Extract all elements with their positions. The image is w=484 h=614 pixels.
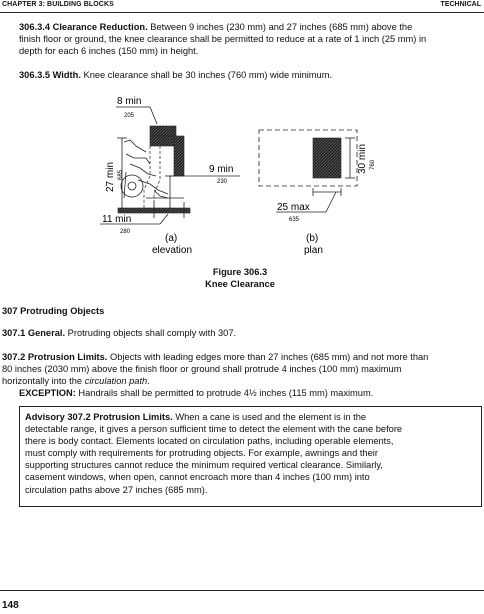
- exception-title: EXCEPTION:: [19, 388, 76, 398]
- section-307-heading: 307 Protruding Objects: [2, 306, 105, 316]
- circulation-path-term: circulation path: [84, 376, 148, 386]
- section-307-2-text-1: Objects with leading edges more than 27 …: [107, 352, 429, 362]
- section-307-1-title: 307.1 General.: [2, 328, 66, 338]
- advisory-line-5: supporting structures cannot reduce the …: [25, 460, 383, 471]
- figure-caption: Figure 306.3 Knee Clearance: [140, 266, 340, 290]
- advisory-line-6: casement windows, when open, cannot encr…: [25, 472, 370, 483]
- plan-drawing: 30 min 760 25 max 635 (b) plan: [258, 129, 376, 256]
- elevation-side-sub: 685: [118, 169, 124, 180]
- section-306-3-4-text-1: Between 9 inches (230 mm) and 27 inches …: [147, 22, 413, 32]
- plan-bottom-label: 25 max: [277, 202, 310, 213]
- plan-caption: plan: [304, 245, 323, 256]
- plan-letter: (b): [306, 233, 318, 244]
- page-header: CHAPTER 3: BUILDING BLOCKS TECHNICAL: [0, 0, 484, 13]
- elevation-letter: (a): [165, 233, 177, 244]
- advisory-line-4: must comply with requirements for protru…: [25, 448, 378, 459]
- table-apron: [173, 135, 185, 177]
- table-top-section: [149, 125, 177, 137]
- advisory-box: Advisory 307.2 Protrusion Limits. When a…: [19, 406, 482, 507]
- knee-clearance-figure: 8 min 205 27 min 685: [100, 96, 376, 256]
- plan-bottom-sub: 635: [289, 217, 300, 223]
- page-number: 148: [2, 600, 19, 611]
- table-outline: [258, 129, 358, 187]
- exception-text: Handrails shall be permitted to protrude…: [75, 388, 374, 398]
- elevation-drawing: 8 min 205 27 min 685: [100, 96, 240, 256]
- section-306-3-4-title: 306.3.4 Clearance Reduction.: [19, 22, 148, 32]
- section-307-2-text-3-end: .: [147, 376, 150, 386]
- elevation-top-label: 8 min: [117, 96, 141, 107]
- chapter-title: CHAPTER 3: BUILDING BLOCKS: [2, 1, 114, 8]
- advisory-line-2: detectable range, it gives a person suff…: [25, 424, 403, 435]
- section-306-3-5-title: 306.3.5 Width.: [19, 70, 81, 80]
- elevation-top-sub: 205: [124, 113, 135, 119]
- footer-divider: [0, 590, 484, 591]
- elevation-bottom-sub: 280: [120, 229, 131, 235]
- advisory-line-7: circulation paths above 27 inches (685 m…: [25, 484, 208, 495]
- section-306-3-5: 306.3.5 Width. Knee clearance shall be 3…: [19, 69, 481, 81]
- advisory-line-3: there is body contact. Elements located …: [25, 436, 394, 447]
- figure-title: Knee Clearance: [205, 279, 275, 289]
- elevation-side-label: 27 min: [105, 162, 116, 192]
- plan-side-sub: 760: [370, 159, 376, 170]
- section-306-3-4-text-2: finish floor or ground, the knee clearan…: [19, 34, 427, 44]
- section-307-1-text: Protruding objects shall comply with 307…: [65, 328, 237, 338]
- knee-space: [312, 137, 342, 179]
- elevation-mid-sub: 230: [217, 179, 228, 185]
- elevation-mid-label: 9 min: [209, 164, 233, 175]
- section-306-3-5-text: Knee clearance shall be 30 inches (760 m…: [80, 70, 333, 80]
- wheelchair-user-icon: [120, 139, 169, 199]
- section-label: TECHNICAL: [440, 1, 481, 8]
- figure-number: Figure 306.3: [212, 267, 268, 277]
- section-306-3-4-text-3: depth for each 6 inches (150 mm) in heig…: [19, 46, 199, 56]
- advisory-line-1: When a cane is used and the element is i…: [172, 412, 367, 422]
- section-307-1: 307.1 General. Protruding objects shall …: [2, 327, 482, 339]
- section-307-2-text-3: horizontally into the: [2, 376, 85, 386]
- section-307-2-title: 307.2 Protrusion Limits.: [2, 352, 108, 362]
- section-306-3-4: 306.3.4 Clearance Reduction. Between 9 i…: [19, 21, 481, 57]
- plan-side-label: 30 min: [357, 144, 368, 174]
- section-307-2: 307.2 Protrusion Limits. Objects with le…: [2, 351, 482, 399]
- elevation-caption: elevation: [152, 245, 192, 256]
- advisory-title: Advisory 307.2 Protrusion Limits.: [25, 412, 173, 422]
- elevation-bottom-label: 11 min: [102, 214, 131, 225]
- section-307-2-text-2: 80 inches (2030 mm) above the finish flo…: [2, 364, 402, 374]
